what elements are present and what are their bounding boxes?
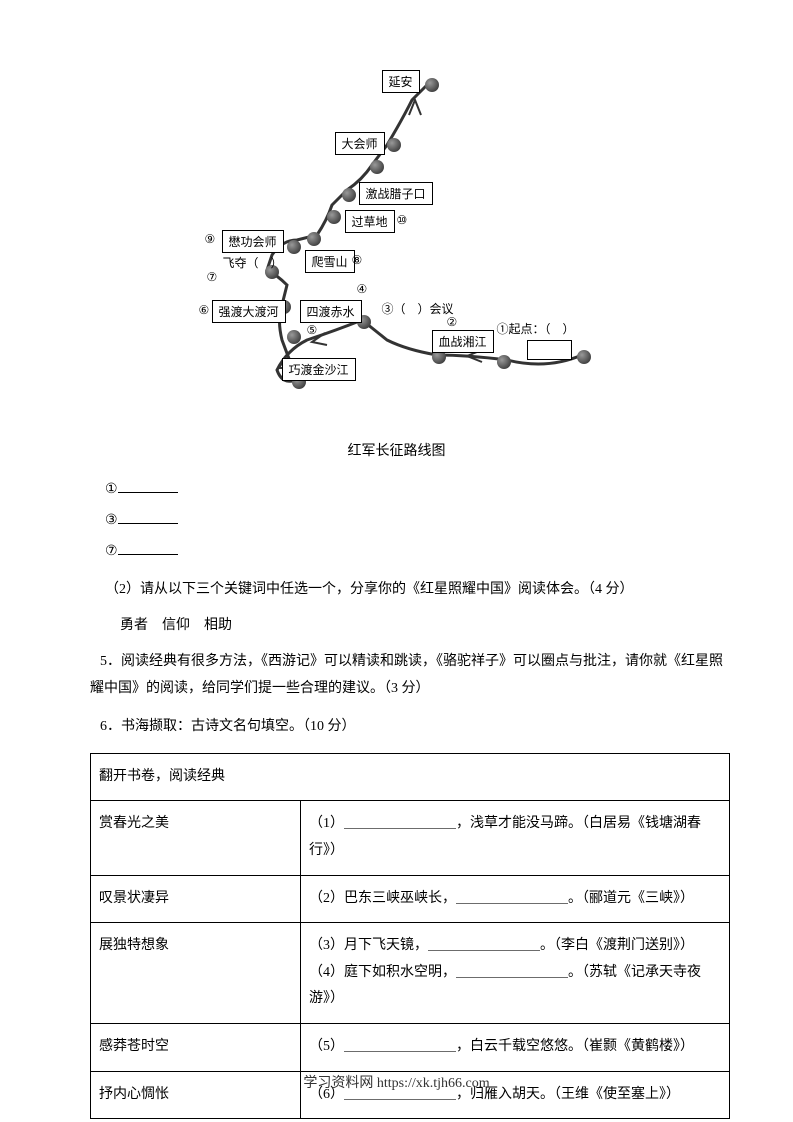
table-cell-left: 叹景状凄异 <box>91 875 301 923</box>
table-row: 叹景状凄异 （2）巴东三峡巫峡长，＿＿＿＿＿＿＿＿。（郦道元《三峡》） <box>91 875 730 923</box>
table-row: 感莽苍时空 （5）＿＿＿＿＿＿＿＿，白云千载空悠悠。（崔颢《黄鹤楼》） <box>91 1023 730 1071</box>
label-qidian-box <box>527 340 572 360</box>
node-yanan <box>425 78 439 92</box>
blank-1-label: ① <box>105 482 118 497</box>
node-point <box>370 160 384 174</box>
table-cell-left: 展独特想象 <box>91 923 301 1024</box>
num-4: ④ <box>357 282 368 297</box>
q5-num: 5． <box>100 654 121 669</box>
table-header: 翻开书卷，阅读经典 <box>91 753 730 801</box>
table-cell-right: （5）＿＿＿＿＿＿＿＿，白云千载空悠悠。（崔颢《黄鹤楼》） <box>301 1023 730 1071</box>
node-dahuishi <box>387 138 401 152</box>
label-qiaodu: 巧渡金沙江 <box>282 358 356 381</box>
q5-text: 阅读经典有很多方法，《西游记》可以精读和跳读，《骆驼祥子》可以圈点与批注，请你就… <box>90 654 723 696</box>
label-huiyi: ③（ ）会议 <box>382 300 454 317</box>
table-cell-left: 赏春光之美 <box>91 801 301 875</box>
label-qiangdu: 强渡大渡河 <box>212 300 286 323</box>
label-guocaodi: 过草地 <box>345 210 395 233</box>
blank-7-label: ⑦ <box>105 544 118 559</box>
label-xuezhan: 血战湘江 <box>432 330 494 353</box>
label-maogong: 懋功会师 <box>222 230 284 253</box>
question-2: （2）请从以下三个关键词中任选一个，分享你的《红星照耀中国》阅读体会。（4 分） <box>105 577 733 604</box>
num-10: ⑩ <box>397 213 408 228</box>
diagram-caption: 红军长征路线图 <box>60 440 733 460</box>
node-paxueshan <box>287 240 301 254</box>
table-row: 赏春光之美 （1）＿＿＿＿＿＿＿＿，浅草才能没马蹄。（白居易《钱塘湖春行》） <box>91 801 730 875</box>
num-8: ⑧ <box>352 253 363 268</box>
keywords: 勇者 信仰 相助 <box>120 614 733 634</box>
q6-text: 书海撷取：古诗文名句填空。（10 分） <box>121 719 356 734</box>
label-paxueshan: 爬雪山 <box>305 250 355 273</box>
blank-7-line <box>118 541 178 555</box>
node-guocaodi <box>327 210 341 224</box>
blank-1-line <box>118 479 178 493</box>
node-maogong <box>307 232 321 246</box>
num-5: ⑤ <box>307 323 318 338</box>
num-7: ⑦ <box>207 270 218 285</box>
table-cell-right: （2）巴东三峡巫峡长，＿＿＿＿＿＿＿＿。（郦道元《三峡》） <box>301 875 730 923</box>
poem-table: 翻开书卷，阅读经典 赏春光之美 （1）＿＿＿＿＿＿＿＿，浅草才能没马蹄。（白居易… <box>90 753 730 1119</box>
node-qidian <box>577 350 591 364</box>
label-jizhan: 激战腊子口 <box>359 182 433 205</box>
node-sidu <box>287 330 301 344</box>
label-sidu: 四渡赤水 <box>300 300 362 323</box>
label-feiduo: 飞夺（ ） <box>223 254 283 271</box>
node-point2 <box>497 355 511 369</box>
node-jizhan <box>342 188 356 202</box>
route-diagram: 延安 大会师 激战腊子口 过草地 懋功会师 爬雪山 强渡大渡河 四渡赤水 巧渡金… <box>187 60 607 430</box>
question-5: 5．阅读经典有很多方法，《西游记》可以精读和跳读，《骆驼祥子》可以圈点与批注，请… <box>90 649 733 702</box>
num-9: ⑨ <box>205 232 216 247</box>
num-2: ② <box>447 315 458 330</box>
table-cell-right: （1）＿＿＿＿＿＿＿＿，浅草才能没马蹄。（白居易《钱塘湖春行》） <box>301 801 730 875</box>
blank-3-label: ③ <box>105 513 118 528</box>
table-cell-left: 感莽苍时空 <box>91 1023 301 1071</box>
label-yanan: 延安 <box>382 70 420 93</box>
q6-num: 6． <box>100 719 121 734</box>
fill-blanks: ① ③ ⑦ <box>105 475 733 567</box>
blank-3-line <box>118 510 178 524</box>
question-6: 6．书海撷取：古诗文名句填空。（10 分） <box>90 714 733 741</box>
label-qidian: ①起点：（ ） <box>497 320 575 337</box>
label-dahuishi: 大会师 <box>335 132 385 155</box>
table-row: 展独特想象 （3）月下飞天镜，＿＿＿＿＿＿＿＿。（李白《渡荆门送别》） （4）庭… <box>91 923 730 1024</box>
num-6: ⑥ <box>199 303 210 318</box>
table-cell-right: （3）月下飞天镜，＿＿＿＿＿＿＿＿。（李白《渡荆门送别》） （4）庭下如积水空明… <box>301 923 730 1024</box>
footer: 学习资料网 https://xk.tjh66.com <box>0 1072 793 1092</box>
